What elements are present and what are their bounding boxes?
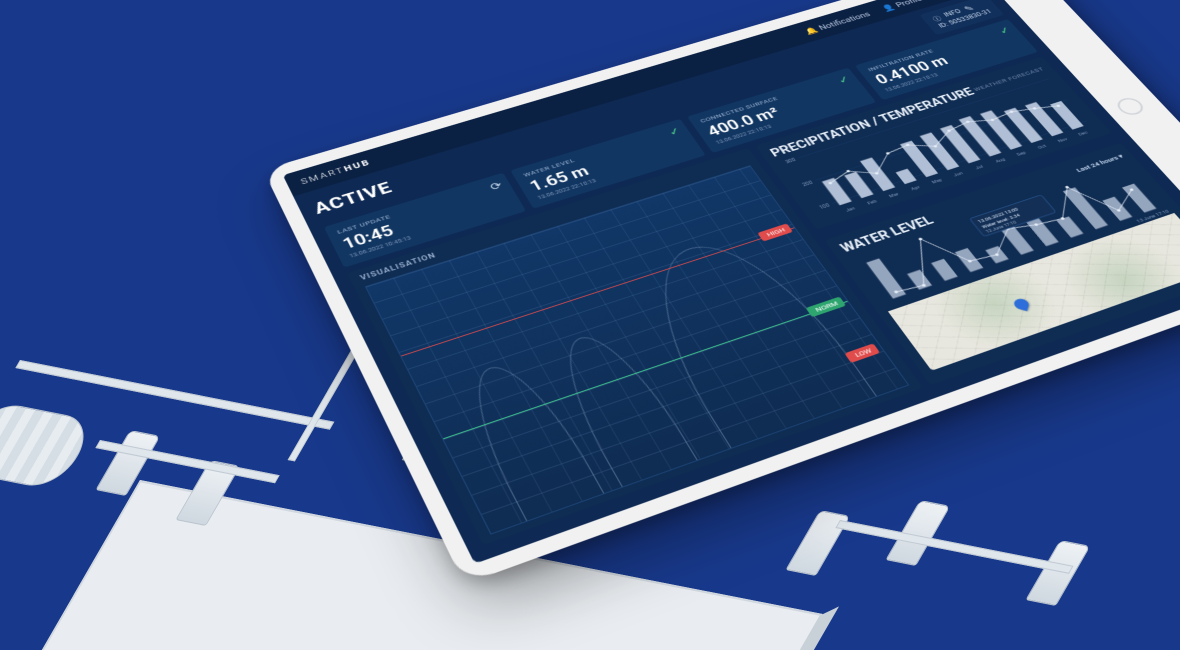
svg-text:Apr: Apr [910, 185, 921, 192]
svg-text:Nov: Nov [1057, 137, 1070, 144]
svg-text:300: 300 [785, 158, 797, 165]
svg-text:Jul: Jul [974, 164, 984, 170]
svg-text:Sep: Sep [1016, 150, 1028, 157]
map-pin[interactable] [1013, 297, 1031, 311]
svg-text:Jun: Jun [953, 171, 965, 178]
info-icon: ⓘ [930, 14, 943, 23]
svg-text:Dec: Dec [1077, 130, 1089, 137]
svg-text:200: 200 [801, 180, 814, 187]
svg-text:Oct: Oct [1037, 144, 1048, 151]
svg-text:May: May [931, 178, 944, 186]
svg-text:Mar: Mar [888, 192, 901, 199]
svg-text:Feb: Feb [866, 199, 878, 206]
svg-text:Jan: Jan [844, 206, 856, 213]
svg-text:Aug: Aug [994, 157, 1006, 164]
tablet-home-button[interactable] [1113, 96, 1148, 118]
svg-text:100: 100 [819, 203, 832, 210]
